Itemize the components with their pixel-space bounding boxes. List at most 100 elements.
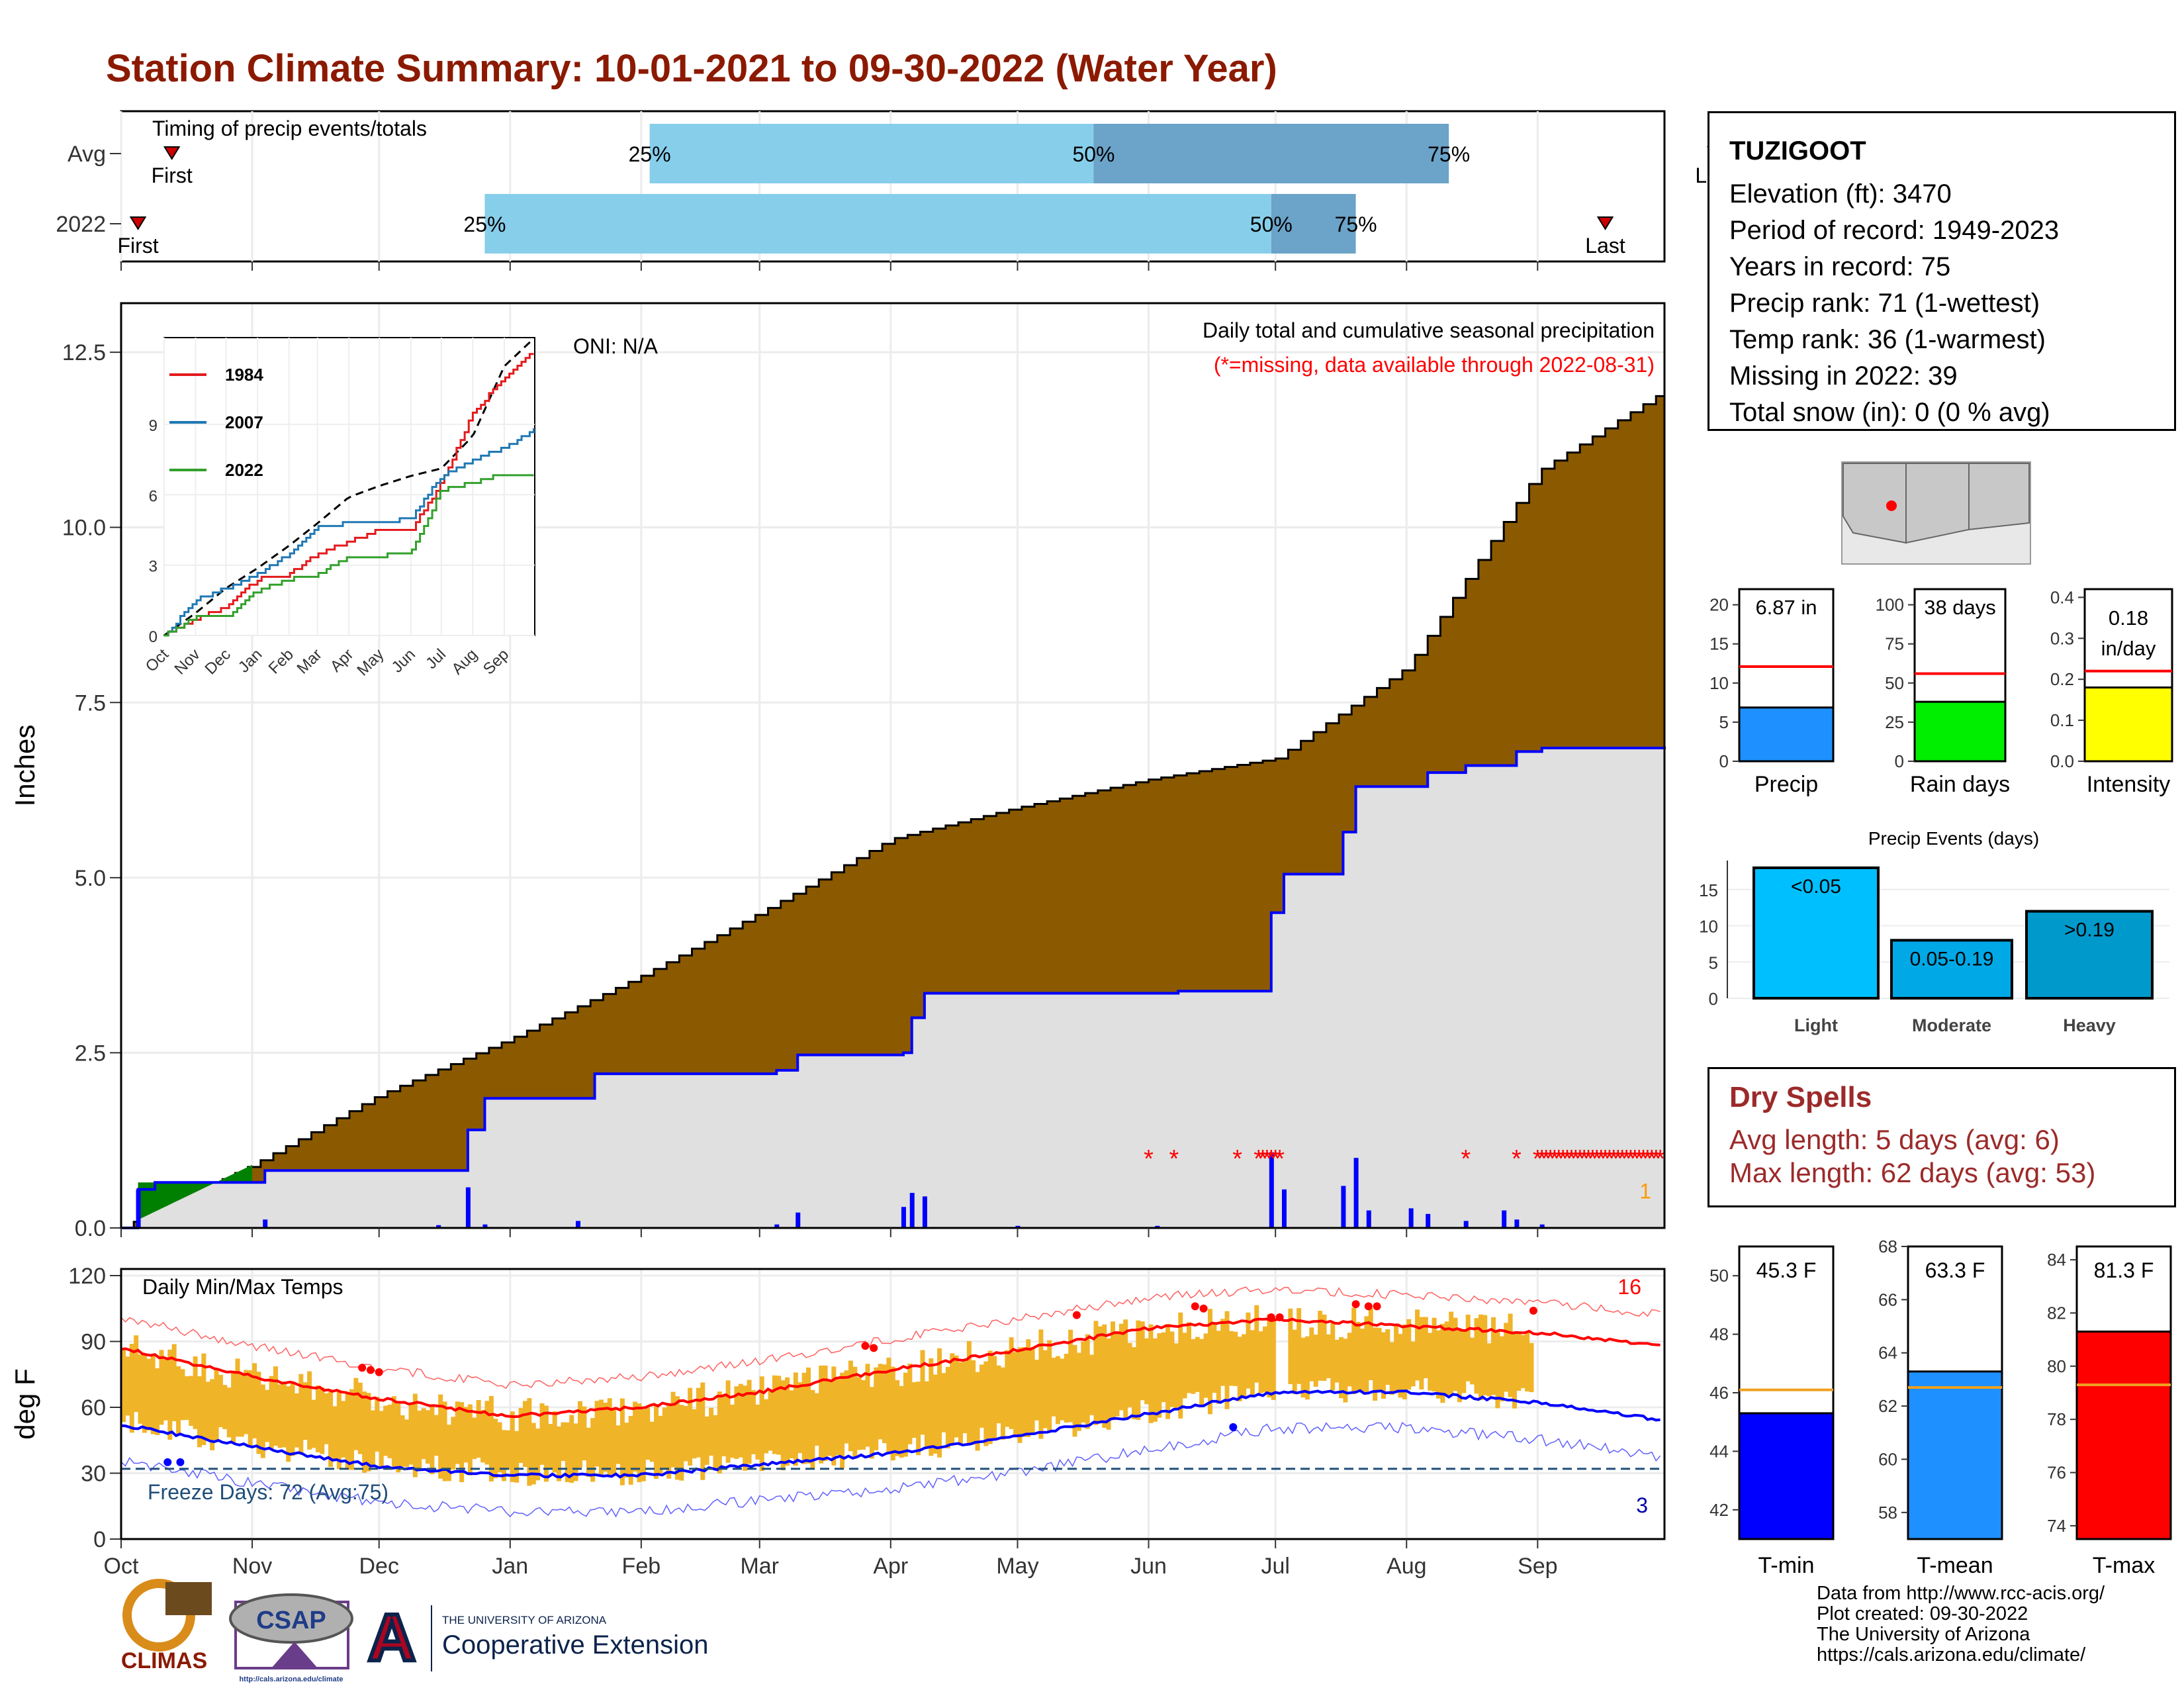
temp-daily-range-bar — [1148, 1324, 1154, 1423]
precip-missing-marker: * — [1258, 1145, 1268, 1173]
timing-bar-q50-q75 — [1271, 194, 1356, 254]
temp-daily-range-bar — [442, 1401, 447, 1481]
temp-daily-range-bar — [197, 1376, 202, 1448]
precip-y-tick-label: 5.0 — [75, 866, 106, 891]
precip-missing-marker: * — [1609, 1145, 1619, 1173]
temp-daily-range-bar — [1055, 1356, 1060, 1425]
summary-bar-tick-label: 0.1 — [2050, 710, 2074, 730]
temp-daily-range-bar — [992, 1356, 997, 1440]
temp-daily-range-bar — [704, 1416, 709, 1465]
temp-daily-range-bar — [819, 1365, 824, 1464]
temp-daily-range-bar — [1394, 1324, 1399, 1393]
precip-above-average-area — [138, 1164, 253, 1220]
temp-daily-range-bar — [785, 1377, 790, 1466]
temp-daily-range-bar — [649, 1421, 655, 1462]
temp-daily-range-bar — [1288, 1308, 1293, 1384]
precip-daily-bar — [1281, 1189, 1287, 1228]
summary-bar-tick-label: 50 — [1885, 673, 1904, 693]
temp-daily-range-bar — [670, 1391, 676, 1468]
temp-y-tick-label: 90 — [81, 1329, 106, 1354]
temp-summary-tick-label: 48 — [1709, 1325, 1729, 1344]
station-precip-rank: Precip rank: 71 (1-wettest) — [1729, 289, 2040, 318]
temp-daily-range-bar — [1478, 1314, 1483, 1401]
temp-daily-range-bar — [408, 1404, 414, 1465]
temp-daily-range-bar — [1102, 1324, 1107, 1429]
dry-spells-max: Max length: 62 days (avg: 53) — [1729, 1157, 2096, 1188]
temp-daily-range-bar — [302, 1382, 308, 1440]
precip-oni-label: ONI: N/A — [573, 334, 659, 358]
temp-daily-range-bar — [518, 1408, 523, 1464]
temp-daily-range-bar — [1364, 1316, 1369, 1392]
precip-missing-marker: * — [1169, 1145, 1179, 1173]
precip-events-tick-label: 15 — [1699, 880, 1718, 900]
precip-missing-marker: * — [1588, 1145, 1598, 1173]
temp-daily-range-bar — [324, 1393, 329, 1444]
temp-daily-range-bar — [1499, 1336, 1504, 1401]
precip-missing-marker: * — [1592, 1145, 1602, 1173]
temp-daily-range-bar — [848, 1360, 853, 1452]
precip-missing-marker: * — [1144, 1145, 1154, 1173]
temp-daily-range-bar — [975, 1372, 980, 1451]
temp-daily-range-bar — [878, 1364, 883, 1440]
temp-daily-range-bar — [1326, 1334, 1331, 1378]
climas-logo-text: CLIMAS — [121, 1648, 207, 1673]
temp-daily-range-bar — [1021, 1346, 1026, 1437]
temp-daily-range-bar — [1237, 1336, 1242, 1401]
temp-daily-range-bar — [1368, 1307, 1373, 1380]
temp-daily-range-bar — [1258, 1331, 1263, 1393]
summary-bar-tick-label: 0.3 — [2050, 628, 2074, 648]
timing-q50-label: 50% — [1072, 142, 1115, 166]
temp-daily-range-bar — [1009, 1337, 1014, 1429]
precip-missing-marker: * — [1575, 1145, 1585, 1173]
temp-summary-tick-label: 82 — [2047, 1303, 2066, 1323]
temp-daily-range-bar — [1068, 1329, 1073, 1423]
temp-daily-range-bar — [1064, 1354, 1069, 1423]
temp-daily-range-bar — [1330, 1323, 1336, 1391]
temp-daily-range-bar — [412, 1393, 418, 1477]
precip-daily-bar — [436, 1225, 441, 1228]
temp-record-high-marker — [1351, 1300, 1360, 1309]
temp-daily-range-bar — [404, 1419, 410, 1468]
temp-daily-range-bar — [1228, 1331, 1234, 1386]
temp-daily-range-bar — [835, 1379, 841, 1456]
temp-daily-range-bar — [1313, 1335, 1318, 1387]
temp-daily-range-bar — [958, 1362, 964, 1446]
temp-daily-range-bar — [341, 1401, 346, 1458]
temp-daily-range-bar — [421, 1408, 426, 1460]
temp-daily-range-bar — [768, 1391, 773, 1451]
precip-missing-marker: * — [1567, 1145, 1576, 1173]
temp-daily-range-bar — [1254, 1305, 1259, 1383]
temp-summary-tick-label: 80 — [2047, 1356, 2066, 1376]
temp-daily-range-bar — [265, 1389, 270, 1442]
precip-missing-marker: * — [1625, 1145, 1635, 1173]
ua-logo-letter: A — [368, 1601, 416, 1675]
precip-missing-marker: * — [1621, 1145, 1631, 1173]
precip-daily-bar — [136, 1189, 141, 1228]
temp-y-axis-label: deg F — [9, 1368, 40, 1439]
temp-daily-range-bar — [1038, 1329, 1044, 1439]
timing-q50-label: 50% — [1250, 212, 1293, 236]
temp-summary-tick-label: 42 — [1709, 1500, 1729, 1520]
temp-daily-range-bar — [315, 1385, 320, 1452]
summary-bar-tick-label: 0.2 — [2050, 669, 2074, 689]
temp-y-tick-label: 120 — [68, 1264, 106, 1289]
temp-daily-range-bar — [1339, 1336, 1344, 1399]
month-axis-label: Jun — [1130, 1554, 1167, 1579]
month-axis-label: Nov — [232, 1554, 272, 1579]
station-period: Period of record: 1949-2023 — [1729, 216, 2060, 245]
month-axis-label: Mar — [740, 1554, 779, 1579]
temp-daily-range-bar — [662, 1407, 667, 1470]
temp-daily-range-bar — [502, 1430, 507, 1481]
temp-daily-range-bar — [1373, 1327, 1378, 1401]
temp-daily-range-bar — [311, 1399, 316, 1448]
credit-line: Plot created: 09-30-2022 — [1817, 1603, 2028, 1624]
temp-record-high-marker — [1267, 1313, 1275, 1321]
timing-bar-q50-q75 — [1093, 124, 1449, 183]
station-elevation: Elevation (ft): 3470 — [1729, 179, 1952, 209]
temp-daily-range-bar — [1233, 1331, 1238, 1386]
temp-daily-range-bar — [941, 1373, 946, 1432]
precip-missing-marker: * — [1558, 1145, 1568, 1173]
temp-daily-range-bar — [417, 1410, 422, 1470]
temp-daily-range-bar — [1385, 1329, 1390, 1385]
summary-bar-tick-label: 0.4 — [2050, 587, 2074, 607]
